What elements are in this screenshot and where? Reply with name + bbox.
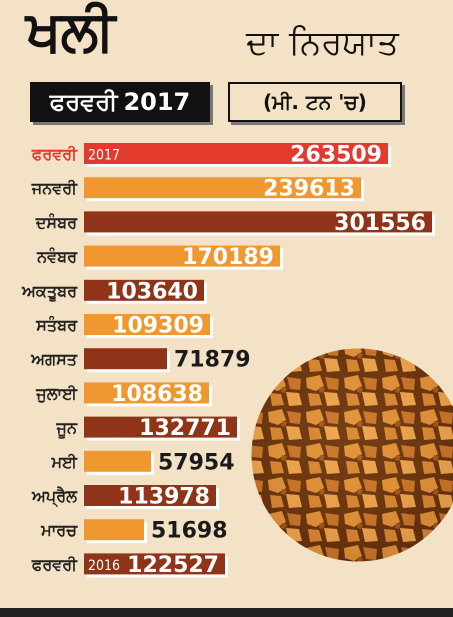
value-label: 71879	[174, 348, 251, 373]
category-label: ਸਤੰਬਰ	[35, 316, 78, 335]
bar	[84, 416, 237, 438]
bar	[84, 382, 209, 404]
bar	[84, 348, 167, 370]
value-label: 103640	[106, 279, 198, 304]
value-label: 239613	[263, 177, 355, 202]
value-label: 108638	[111, 382, 203, 407]
value-label: 263509	[290, 143, 382, 168]
bar	[84, 245, 280, 267]
value-label: 122527	[127, 553, 219, 578]
category-label: ਦਸੰਬਰ	[35, 213, 78, 232]
value-label: 301556	[334, 211, 426, 236]
period-year: 2017	[123, 88, 191, 116]
title-sub: ਦਾ ਨਿਰਯਾਤ	[246, 23, 399, 63]
value-label: 57954	[158, 450, 235, 475]
category-label: ਜਨਵਰੀ	[31, 179, 78, 198]
bar	[84, 485, 216, 506]
category-label: ਅਪ੍ਰੈਲ	[31, 487, 78, 509]
value-label: 170189	[182, 245, 274, 270]
bar	[84, 314, 210, 335]
category-label: ਨਵੰਬਰ	[36, 247, 78, 266]
value-label: 132771	[139, 416, 231, 441]
category-label: ਫਰਵਰੀ	[31, 555, 78, 574]
bar	[84, 143, 388, 164]
title-main: ਖਲੀ	[26, 0, 115, 64]
bar	[84, 279, 204, 301]
category-label: ਮਾਰਚ	[40, 521, 78, 540]
year-tag: 2016	[88, 558, 120, 574]
period-month: ਫਰਵਰੀ	[49, 88, 118, 116]
oilcake-photo	[248, 345, 453, 565]
category-label: ਮਈ	[51, 452, 79, 471]
category-label: ਅਗਸਤ	[30, 350, 78, 369]
bar	[84, 450, 151, 472]
bar	[84, 177, 361, 199]
bottom-rule	[0, 608, 453, 617]
bar	[84, 553, 225, 575]
value-label: 113978	[118, 485, 210, 510]
year-tag: 2017	[88, 148, 120, 164]
unit-box: (ਮੀ. ਟਨ 'ਚ)	[228, 82, 402, 122]
bar	[84, 519, 144, 541]
category-label: ਫਰਵਰੀ	[31, 145, 78, 164]
category-label: ਜੂਨ	[56, 418, 78, 439]
category-label: ਜੁਲਾਈ	[35, 384, 78, 403]
value-label: 109309	[112, 314, 204, 339]
category-label: ਅਕਤੂਬਰ	[21, 281, 78, 302]
period-box: ਫਰਵਰੀ 2017	[30, 82, 210, 122]
value-label: 51698	[151, 519, 228, 544]
bar	[84, 211, 432, 233]
